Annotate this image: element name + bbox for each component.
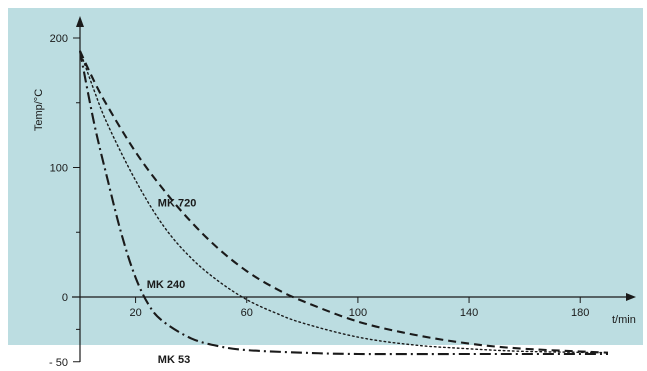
- y-tick-label: 100: [50, 163, 68, 175]
- x-tick-label: 20: [129, 307, 141, 319]
- x-axis-label: t/min: [612, 314, 636, 326]
- x-tick-label: 60: [241, 307, 253, 319]
- x-tick-label: 100: [349, 307, 367, 319]
- y-tick-label: 0: [62, 292, 68, 304]
- series-line-mk-240: [79, 50, 609, 354]
- y-axis-arrow: [76, 16, 84, 27]
- series-layer: [78, 50, 609, 356]
- y-axis-label: Temp/°C: [33, 89, 45, 131]
- y-tick-label: 200: [50, 33, 68, 45]
- series-line-mk-53: [78, 50, 608, 356]
- series-line-mk-720: [79, 50, 609, 354]
- series-label: MK 53: [158, 354, 190, 366]
- x-axis-arrow: [626, 293, 636, 301]
- x-tick-label: 180: [571, 307, 589, 319]
- labels-layer: t/min Temp/°C MK 720 MK 240 MK 53: [33, 89, 636, 366]
- chart-background: [8, 8, 643, 345]
- series-label: MK 240: [147, 279, 186, 291]
- ticks: 20 60 100 140 180 - 50 0 100 200: [49, 33, 589, 369]
- y-tick-label: - 50: [49, 357, 68, 369]
- axes: [72, 16, 636, 362]
- x-tick-label: 140: [460, 307, 478, 319]
- series-label: MK 720: [158, 197, 197, 209]
